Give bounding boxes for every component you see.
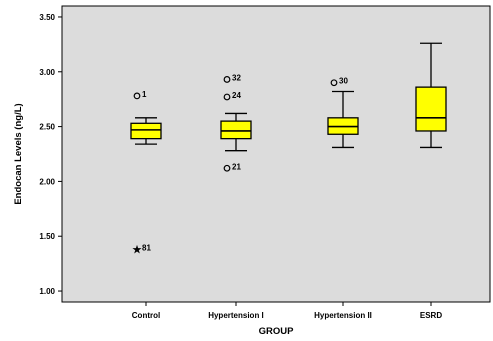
y-tick-label: 1.00 [39,287,55,296]
outlier-label: 81 [142,243,151,252]
outlier-label: 24 [232,91,241,100]
box-group: 1 ★ 81 [130,90,162,256]
y-axis-title: Endocan Levels (ng/L) [13,103,24,204]
outlier-point [223,164,231,172]
boxes: 1 ★ 81 32 24 21 30 [130,42,447,256]
y-tick-label: 3.00 [39,68,55,77]
outlier-label: 30 [339,77,348,86]
outlier-star: ★ [132,242,143,256]
y-tick-label: 3.50 [39,13,55,22]
outlier-point [223,93,231,101]
y-tick-label: 2.00 [39,177,55,186]
box-group: 32 24 21 [220,73,252,172]
y-axis-ticks: 1.00 1.50 2.00 2.50 3.00 3.50 [39,13,62,296]
outlier-point [133,92,141,100]
outlier-label: 32 [232,73,241,82]
plot-area [61,5,491,303]
box [220,120,252,140]
y-tick-label: 2.50 [39,123,55,132]
x-tick-label: ESRD [420,311,442,320]
outlier-label: 1 [142,90,147,99]
box-group: 30 [327,77,359,149]
box [415,86,447,132]
x-tick-label: Control [132,311,160,320]
y-tick-label: 1.50 [39,232,55,241]
x-tick-label: Hypertension I [208,311,264,320]
outlier-point [223,76,231,83]
x-tick-label: Hypertension II [314,311,372,320]
outlier-label: 21 [232,162,241,171]
outlier-point [330,79,338,87]
box [130,122,162,140]
box-group [415,42,447,149]
x-axis-title: GROUP [259,326,295,337]
x-axis-ticks: Control Hypertension I Hypertension II ESRD [132,302,442,320]
